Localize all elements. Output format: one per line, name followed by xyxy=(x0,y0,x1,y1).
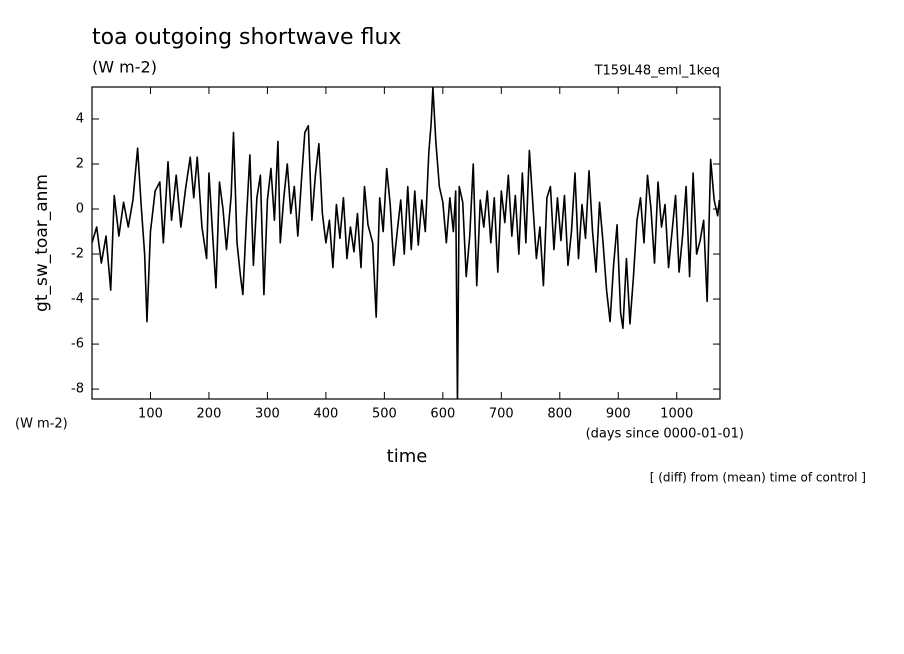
y-axis-unit: (W m-2) xyxy=(15,417,68,432)
x-tick-label: 600 xyxy=(430,407,455,422)
x-tick-label: 700 xyxy=(489,407,514,422)
y-tick-label: -2 xyxy=(71,247,84,262)
x-tick-label: 800 xyxy=(547,407,572,422)
chart-subtitle: (W m-2) xyxy=(92,58,157,77)
y-tick-label: -6 xyxy=(71,337,84,352)
x-tick-label: 300 xyxy=(255,407,280,422)
x-tick-label: 500 xyxy=(372,407,397,422)
y-tick-label: -8 xyxy=(71,382,84,397)
footnote: [ (diff) from (mean) time of control ] xyxy=(650,471,866,485)
y-tick-label: 4 xyxy=(76,111,84,126)
plot-frame xyxy=(91,86,721,400)
x-tick-label: 100 xyxy=(138,407,163,422)
run-label: T159L48_eml_1keq xyxy=(594,64,720,79)
y-tick-label: 2 xyxy=(76,156,84,171)
y-tick-label: 0 xyxy=(76,202,84,217)
chart-title: toa outgoing shortwave flux xyxy=(92,25,401,50)
x-axis-unit: (days since 0000-01-01) xyxy=(586,427,744,442)
y-axis-label: gt_sw_toar_anm xyxy=(32,174,52,312)
x-tick-label: 1000 xyxy=(660,407,693,422)
plot-area xyxy=(92,87,720,399)
data-line xyxy=(92,87,720,399)
x-tick-label: 900 xyxy=(606,407,631,422)
x-tick-label: 200 xyxy=(197,407,222,422)
x-tick-label: 400 xyxy=(313,407,338,422)
x-axis-label: time xyxy=(387,446,428,467)
y-tick-label: -4 xyxy=(71,292,84,307)
